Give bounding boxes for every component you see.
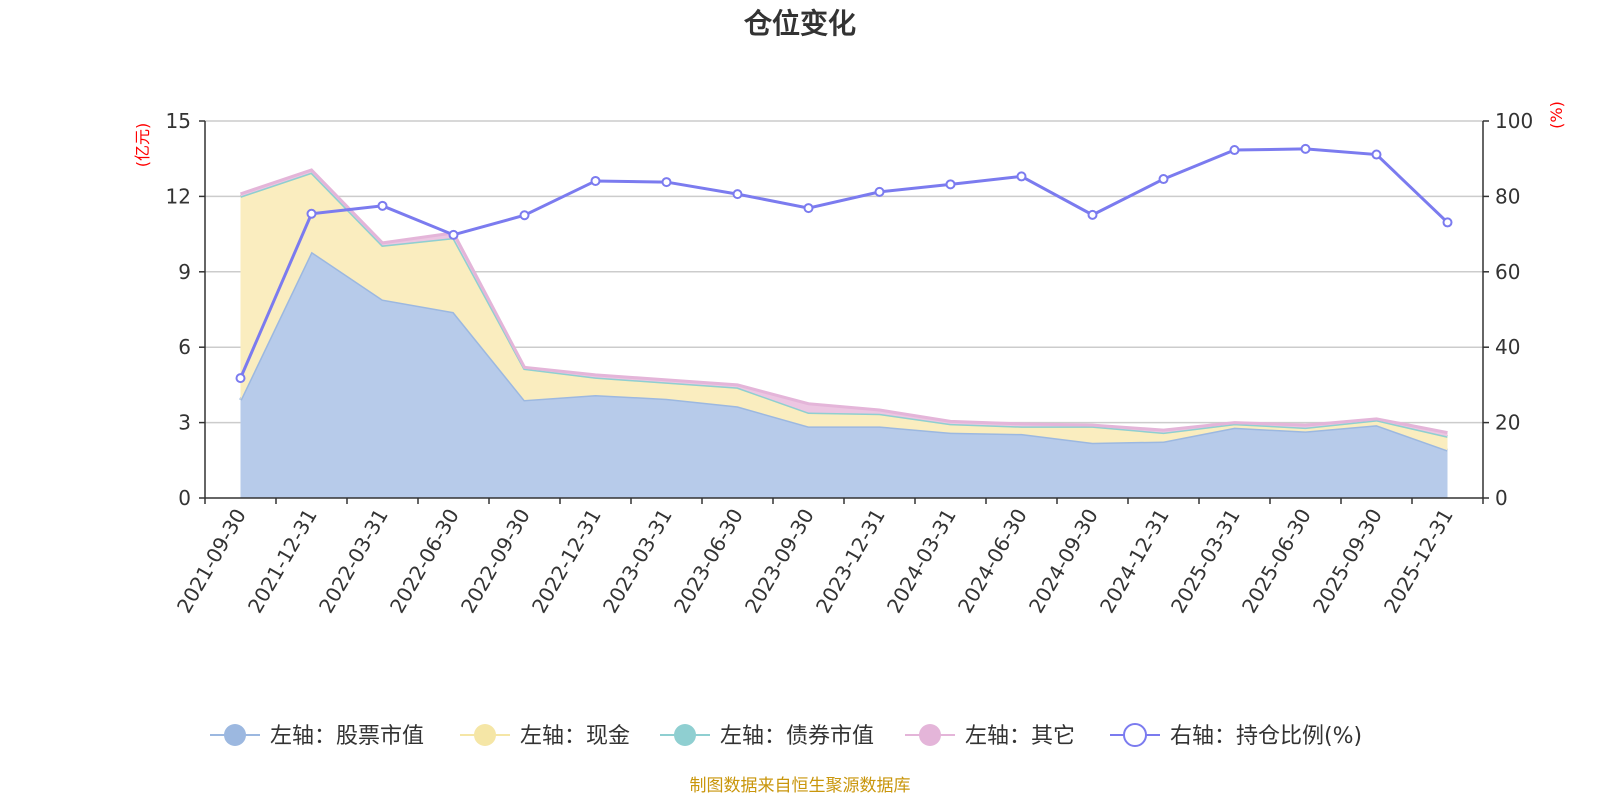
area-edge-e4b5d9 <box>240 168 1448 435</box>
ratio-point <box>803 203 814 214</box>
right-axis-unit: (%) <box>1547 101 1566 129</box>
x-tick-label: 2024-03-31 <box>882 505 961 618</box>
legend-marker <box>474 724 496 746</box>
ratio-point <box>448 229 459 240</box>
ratio-point <box>1229 145 1240 156</box>
legend-label: 左轴：现金 <box>520 724 630 749</box>
ratio-point <box>1442 217 1453 228</box>
right-tick-label: 40 <box>1495 335 1520 359</box>
area-9cb8e0 <box>240 251 1448 498</box>
x-tick-label: 2022-03-31 <box>314 505 393 618</box>
x-tick-label: 2021-12-31 <box>243 505 322 618</box>
legend-label: 左轴：股票市值 <box>270 724 424 749</box>
right-tick-label: 0 <box>1495 486 1508 510</box>
ratio-point <box>519 210 530 221</box>
x-tick-label: 2022-09-30 <box>456 505 535 618</box>
legend-marker <box>919 724 941 746</box>
legend-label: 左轴：债券市值 <box>720 724 874 749</box>
area-f5e6a6 <box>240 172 1448 451</box>
right-tick-label: 100 <box>1495 109 1533 133</box>
x-tick-label: 2023-03-31 <box>598 505 677 618</box>
right-tick-label: 60 <box>1495 260 1520 284</box>
ratio-point <box>1371 149 1382 160</box>
x-tick-label: 2022-06-30 <box>385 505 464 618</box>
left-tick-label: 3 <box>178 411 191 435</box>
legend-item[interactable]: 右轴：持仓比例(%) <box>1110 723 1362 749</box>
x-tick-label: 2024-12-31 <box>1095 505 1174 618</box>
ratio-point <box>1087 209 1098 220</box>
legend-item[interactable]: 左轴：股票市值 <box>210 724 424 749</box>
right-tick-label: 20 <box>1495 411 1520 435</box>
ratio-point <box>945 179 956 190</box>
ratio-point <box>590 175 601 186</box>
x-tick-label: 2025-06-30 <box>1237 505 1316 618</box>
ratio-point <box>306 208 317 219</box>
legend-label: 左轴：其它 <box>965 724 1075 749</box>
legend-marker <box>1123 723 1147 747</box>
x-tick-label: 2022-12-31 <box>527 505 606 618</box>
ratio-point <box>1158 174 1169 185</box>
data-source-note: 制图数据来自恒生聚源数据库 <box>690 776 911 796</box>
legend-item[interactable]: 左轴：现金 <box>460 724 630 749</box>
x-tick-label: 2023-06-30 <box>669 505 748 618</box>
ratio-point <box>661 177 672 188</box>
x-tick-label: 2025-12-31 <box>1379 505 1458 618</box>
left-tick-label: 9 <box>178 260 191 284</box>
left-tick-label: 0 <box>178 486 191 510</box>
legend-label: 右轴：持仓比例(%) <box>1170 724 1362 749</box>
ratio-point <box>874 186 885 197</box>
ratio-point <box>1300 143 1311 154</box>
legend-item[interactable]: 左轴：债券市值 <box>660 724 874 749</box>
ratio-line <box>239 147 1449 379</box>
ratio-point <box>732 189 743 200</box>
left-tick-label: 6 <box>178 335 191 359</box>
ratio-line-layer <box>235 143 1453 384</box>
x-tick-label: 2023-12-31 <box>811 505 890 618</box>
legend: 左轴：股票市值 左轴：现金 左轴：债券市值 左轴：其它 右轴：持仓比例(%) <box>210 723 1362 749</box>
left-axis-unit: (亿元) <box>133 123 152 168</box>
ratio-point <box>377 200 388 211</box>
x-tick-label: 2023-09-30 <box>740 505 819 618</box>
left-tick-label: 15 <box>166 109 191 133</box>
legend-marker <box>224 724 246 746</box>
ratio-point <box>1016 171 1027 182</box>
x-tick-label: 2024-09-30 <box>1024 505 1103 618</box>
x-tick-label: 2024-06-30 <box>953 505 1032 618</box>
right-tick-label: 80 <box>1495 184 1520 208</box>
x-tick-label: 2025-09-30 <box>1308 505 1387 618</box>
legend-item[interactable]: 左轴：其它 <box>905 724 1075 749</box>
x-tick-label: 2025-03-31 <box>1166 505 1245 618</box>
ratio-point <box>235 373 246 384</box>
stacked-areas <box>239 168 1449 498</box>
x-tick-label: 2021-09-30 <box>172 505 251 618</box>
chart-title: 仓位变化 <box>744 7 856 40</box>
left-tick-label: 12 <box>166 184 191 208</box>
legend-marker <box>674 724 696 746</box>
